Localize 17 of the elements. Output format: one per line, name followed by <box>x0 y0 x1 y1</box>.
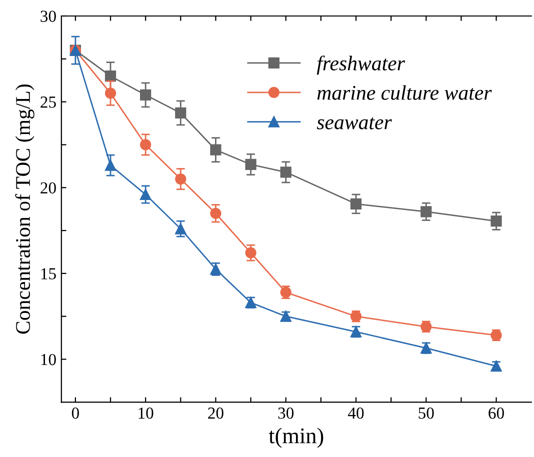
y-tick-label: 20 <box>40 182 56 194</box>
x-tick-label: 50 <box>418 408 434 419</box>
legend-label: freshwater <box>316 56 406 75</box>
x-tick-label: 20 <box>208 408 224 419</box>
x-tick-label: 40 <box>348 408 364 419</box>
y-tick-label: 15 <box>41 268 56 280</box>
legend-label: marine culture water <box>317 85 492 100</box>
x-tick-label: 0 <box>72 408 79 419</box>
x-tick-label: 60 <box>488 408 504 419</box>
y-tick-label: 25 <box>40 96 56 108</box>
x-axis-title: t(min) <box>268 428 324 448</box>
y-tick-label: 10 <box>41 354 56 366</box>
y-axis-title: Concentration of TOC (mg/L) <box>15 84 34 334</box>
legend-label: seawater <box>316 117 392 130</box>
x-tick-label: 10 <box>138 408 154 419</box>
y-tick-label: 30 <box>40 10 56 22</box>
x-tick-label: 30 <box>278 408 294 419</box>
